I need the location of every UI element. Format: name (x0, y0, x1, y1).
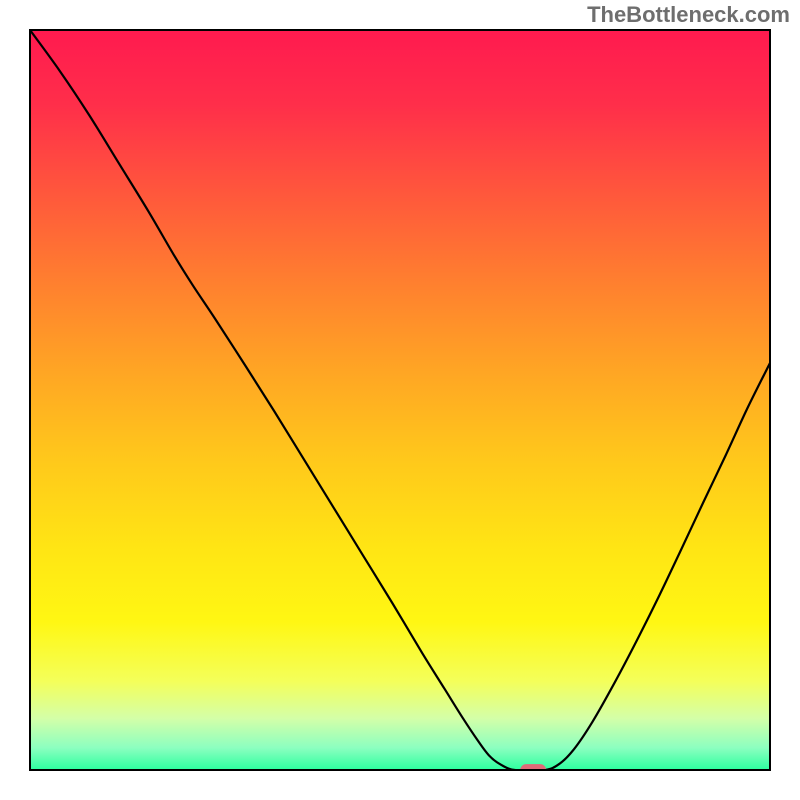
chart-svg (0, 0, 800, 800)
watermark-text: TheBottleneck.com (587, 2, 790, 28)
chart-root: TheBottleneck.com (0, 0, 800, 800)
plot-area (30, 30, 770, 776)
gradient-background (30, 30, 770, 770)
